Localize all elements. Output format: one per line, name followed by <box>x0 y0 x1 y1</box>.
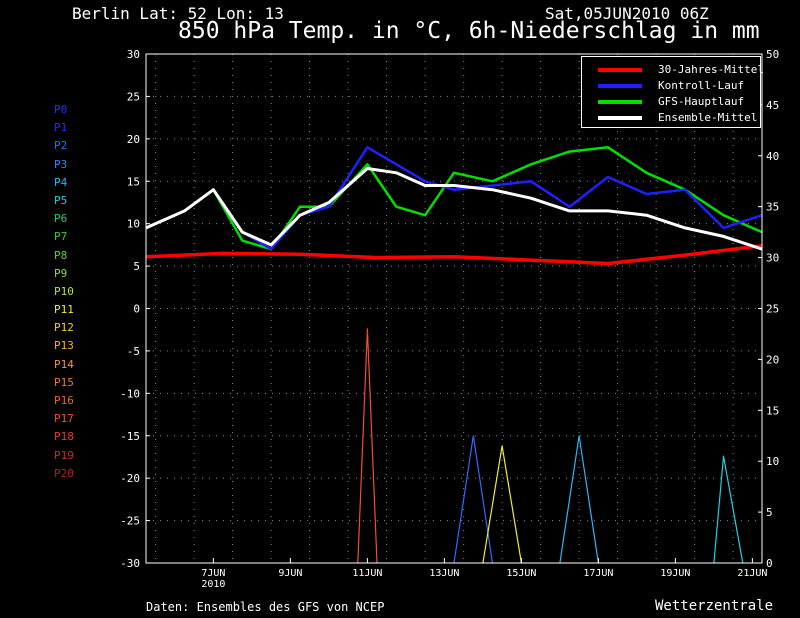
member-label: P11 <box>54 303 74 317</box>
y-left-tick-label: -30 <box>120 557 140 570</box>
legend-box: 30-Jahres-Mittel Kontroll-Lauf GFS-Haupt… <box>581 56 764 128</box>
x-tick-label: 13JUN <box>429 568 459 579</box>
y-right-tick-label: 30 <box>766 252 779 265</box>
tick-layer: 302520151050-5-10-15-20-25-3050454035302… <box>120 48 779 590</box>
series-gfs-hauptlauf <box>145 146 763 251</box>
member-label: P13 <box>54 339 74 353</box>
brand-label: Wetterzentrale <box>655 598 774 614</box>
y-right-tick-label: 15 <box>766 404 779 417</box>
member-label: P0 <box>54 103 68 116</box>
legend-swatch <box>598 84 642 88</box>
y-left-tick-label: 25 <box>127 90 140 103</box>
y-right-tick-label: 10 <box>766 455 779 468</box>
y-right-tick-label: 25 <box>766 303 779 316</box>
y-right-tick-label: 20 <box>766 353 779 366</box>
y-right-tick-label: 0 <box>766 557 773 570</box>
member-label: P2 <box>54 139 68 153</box>
member-label: P17 <box>54 412 74 426</box>
series-niederschlag-p11 <box>482 445 522 564</box>
member-label: P5 <box>54 193 68 207</box>
member-label: P8 <box>54 248 68 262</box>
member-label: P1 <box>54 121 68 135</box>
member-label: P9 <box>54 266 68 280</box>
member-label: P10 <box>54 284 74 298</box>
y-right-tick-label: 45 <box>766 99 779 112</box>
legend-label: Kontroll-Lauf <box>658 79 745 92</box>
legend-label: 30-Jahres-Mittel <box>658 63 764 76</box>
series-30-jahres-mittel <box>145 243 763 266</box>
series-niederschlag-p2 <box>453 435 494 564</box>
x-tick-label: 21JUN <box>737 568 767 579</box>
series-layer <box>145 146 763 564</box>
y-left-tick-label: 15 <box>127 175 140 188</box>
x-year-label: 2010 <box>201 579 225 590</box>
y-left-tick-label: 10 <box>127 218 140 231</box>
y-left-tick-label: 5 <box>133 260 140 273</box>
y-left-tick-label: -20 <box>120 472 140 485</box>
member-label: P16 <box>54 394 74 407</box>
legend-swatch <box>598 116 642 120</box>
member-label: P14 <box>54 357 74 371</box>
series-niederschlag-p4 <box>559 435 599 564</box>
y-left-tick-label: -10 <box>120 387 140 400</box>
grid <box>146 54 762 563</box>
series-ensemble-mittel <box>145 167 763 251</box>
data-source-label: Daten: Ensembles des GFS von NCEP <box>146 600 385 614</box>
run-date-label: Sat,05JUN2010 06Z <box>545 4 709 23</box>
member-label: P20 <box>54 466 74 480</box>
x-tick-label: 11JUN <box>352 568 382 579</box>
location-label: Berlin Lat: 52 Lon: 13 <box>72 4 284 23</box>
series-niederschlag-p17 <box>357 328 378 564</box>
legend-label: GFS-Hauptlauf <box>658 95 745 108</box>
chart-title: 850 hPa Temp. in °C, 6h-Niederschlag in … <box>178 18 760 44</box>
legend-swatch <box>598 100 642 104</box>
x-tick-label: 19JUN <box>660 568 690 579</box>
y-left-tick-label: 30 <box>127 48 140 61</box>
y-left-tick-label: -15 <box>120 430 140 443</box>
member-label: P19 <box>54 448 74 462</box>
y-right-tick-label: 5 <box>766 506 773 519</box>
x-tick-label: 15JUN <box>506 568 536 579</box>
member-label: P4 <box>54 175 68 189</box>
y-left-tick-label: -5 <box>127 345 140 358</box>
member-label: P15 <box>54 375 74 389</box>
y-left-tick-label: 20 <box>127 133 140 146</box>
x-tick-label: 17JUN <box>583 568 613 579</box>
y-right-tick-label: 40 <box>766 150 779 163</box>
legend-label: Ensemble-Mittel <box>658 111 758 124</box>
member-list: P0 P1 P2 P3 P4 P5 P6 P7 P8 P9 P10 P11 P12 P13 P14 P15 P1… <box>54 101 74 483</box>
member-label: P18 <box>54 430 74 444</box>
x-tick-label: 9JUN <box>278 568 302 579</box>
member-label: P3 <box>54 157 68 171</box>
y-left-tick-label: 0 <box>133 303 140 316</box>
y-right-tick-label: 35 <box>766 201 779 214</box>
y-left-tick-label: -25 <box>120 515 140 528</box>
series-niederschlag-p5 <box>713 455 744 564</box>
member-label: P6 <box>54 212 68 226</box>
y-right-tick-label: 50 <box>766 48 779 61</box>
legend-swatch <box>598 68 642 72</box>
member-label: P7 <box>54 230 68 244</box>
member-label: P12 <box>54 321 74 335</box>
x-tick-label: 7JUN <box>201 568 225 579</box>
